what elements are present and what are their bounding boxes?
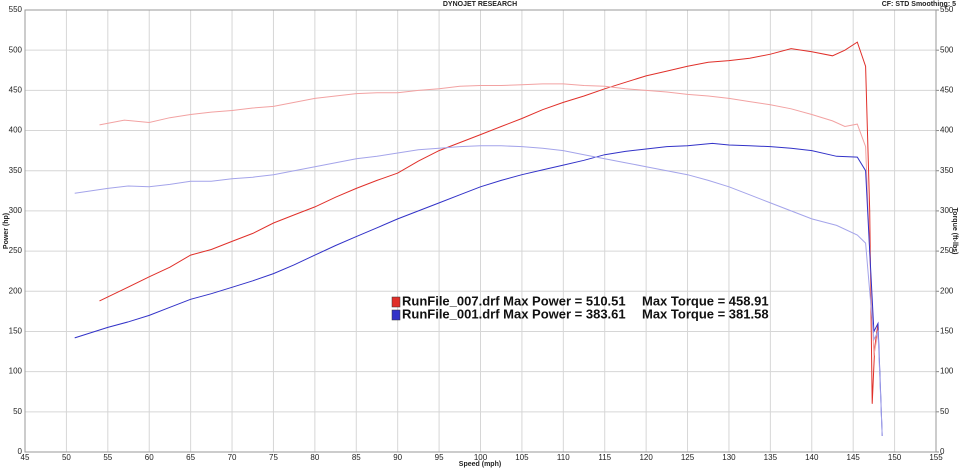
plot-frame: [24, 9, 937, 453]
y-tick-label: 200: [9, 286, 23, 295]
y2-tick-label: 200: [940, 286, 954, 295]
y-tick-label: 550: [9, 5, 23, 14]
series-line: [74, 142, 883, 436]
x-tick-label: 155: [929, 453, 943, 462]
y-tick-label: 250: [9, 246, 23, 255]
y-tick-label: 350: [9, 166, 23, 175]
x-axis-label: Speed (mph): [459, 461, 501, 468]
y2-tick-label: 250: [940, 246, 954, 255]
x-tick-label: 45: [21, 453, 30, 462]
y2-tick-label: 100: [940, 367, 954, 376]
y2-tick-label: 450: [940, 85, 954, 94]
x-tick-label: 100: [474, 453, 488, 462]
y2-tick-label: 50: [940, 407, 949, 416]
legend-swatch: [391, 296, 401, 308]
series-line: [99, 83, 879, 356]
x-tick-label: 50: [62, 453, 71, 462]
x-tick-label: 120: [639, 453, 653, 462]
chart-title: DYNOJET RESEARCH: [443, 1, 517, 8]
y2-tick-label: 300: [940, 206, 954, 215]
x-tick-label: 90: [393, 453, 402, 462]
y-tick-label: 150: [9, 327, 23, 336]
x-tick-label: 150: [888, 453, 902, 462]
y-tick-label: 500: [9, 45, 23, 54]
x-tick-label: 70: [228, 453, 237, 462]
x-tick-label: 135: [764, 453, 778, 462]
y2-tick-label: 350: [940, 166, 954, 175]
y2-tick-label: 150: [940, 327, 954, 336]
y-tick-label: 100: [9, 367, 23, 376]
y-tick-label: 50: [13, 407, 22, 416]
legend-label: Max Torque = 381.58: [642, 306, 769, 321]
x-tick-label: 85: [352, 453, 361, 462]
x-tick-label: 80: [310, 453, 319, 462]
x-tick-label: 115: [598, 453, 611, 462]
y2-tick-label: 400: [940, 126, 954, 135]
chart-subtitle: CF: STD Smoothing: 5: [882, 1, 956, 8]
x-tick-label: 60: [145, 453, 154, 462]
legend-label: RunFile_007.drf Max Power = 510.51: [402, 293, 626, 308]
y2-tick-label: 0: [940, 447, 945, 456]
x-tick-label: 125: [681, 453, 695, 462]
legend-label: RunFile_001.drf Max Power = 383.61: [402, 306, 626, 321]
y-tick-label: 450: [9, 85, 23, 94]
y2-tick-label: 550: [940, 5, 954, 14]
x-tick-label: 105: [515, 453, 529, 462]
y2-tick-label: 500: [940, 45, 954, 54]
y-tick-label: 400: [9, 126, 23, 135]
x-tick-label: 75: [269, 453, 278, 462]
y-tick-label: 0: [18, 447, 23, 456]
legend-label: Max Torque = 458.91: [642, 293, 769, 308]
x-tick-label: 110: [557, 453, 570, 462]
y-tick-label: 300: [9, 206, 23, 215]
x-tick-label: 95: [435, 453, 444, 462]
x-tick-label: 145: [847, 453, 861, 462]
legend-swatch: [391, 309, 401, 321]
series-line: [99, 41, 879, 404]
x-tick-label: 130: [722, 453, 736, 462]
y2-axis-label: Torque (ft-lbs): [951, 208, 958, 255]
x-tick-label: 65: [186, 453, 195, 462]
y-axis-label: Power (hp): [3, 213, 10, 249]
series-line: [74, 145, 883, 436]
x-tick-label: 55: [103, 453, 112, 462]
x-tick-label: 140: [805, 453, 819, 462]
